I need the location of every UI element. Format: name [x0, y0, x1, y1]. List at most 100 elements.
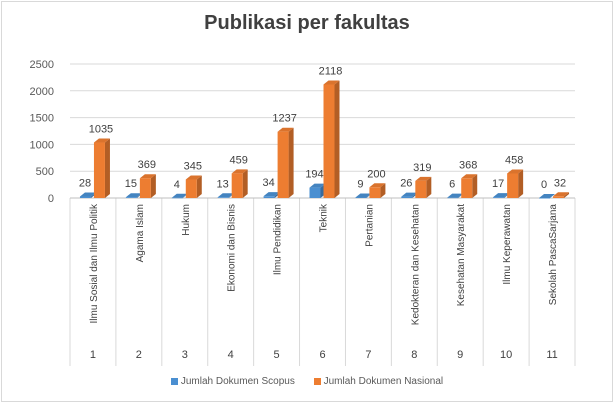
data-label-scopus-6: 194 — [305, 169, 323, 181]
bar-scopus-11 — [539, 198, 551, 199]
data-label-scopus-5: 34 — [262, 177, 274, 189]
bar-scopus-8 — [401, 196, 413, 198]
bar-top-nasional-2 — [139, 174, 156, 179]
bar-side-nasional-5 — [288, 127, 294, 198]
bar-top-nasional-6 — [323, 80, 340, 85]
data-label-scopus-4: 13 — [217, 178, 229, 190]
bar-nasional-3 — [185, 179, 197, 198]
bar-side-nasional-7 — [380, 183, 386, 198]
y-tick-label-1000: 1000 — [30, 139, 54, 151]
bar-top-scopus-5 — [263, 192, 280, 197]
bar-top-nasional-3 — [185, 175, 202, 180]
bar-side-nasional-2 — [150, 174, 156, 198]
legend-label-scopus: Jumlah Dokumen Scopus — [180, 376, 295, 387]
bar-side-nasional-1 — [104, 138, 110, 198]
y-tick-label-2500: 2500 — [30, 59, 54, 71]
bar-scopus-7 — [355, 197, 367, 199]
bar-top-scopus-4 — [217, 193, 234, 198]
legend-item-scopus: Jumlah Dokumen Scopus — [170, 376, 295, 387]
data-label-scopus-9: 6 — [449, 179, 455, 191]
data-label-scopus-11: 0 — [541, 179, 547, 191]
bar-nasional-11 — [553, 196, 565, 198]
bar-side-nasional-9 — [472, 174, 478, 198]
bar-side-nasional-6 — [334, 80, 340, 198]
bar-scopus-10 — [493, 197, 505, 198]
data-label-nasional-5: 1237 — [272, 113, 296, 125]
data-label-nasional-9: 368 — [459, 159, 477, 171]
bar-nasional-5 — [277, 131, 289, 198]
category-number-1: 1 — [90, 349, 96, 361]
category-label-6: Teknik — [319, 203, 330, 232]
legend-swatch-nasional — [313, 377, 321, 385]
y-tick-label-500: 500 — [36, 166, 54, 178]
bar-top-nasional-5 — [277, 127, 294, 132]
data-label-nasional-4: 459 — [230, 154, 248, 166]
bar-scopus-6 — [309, 187, 321, 198]
y-tick-label-0: 0 — [48, 193, 54, 205]
category-label-8: Kedokteran dan Kesehatan — [410, 204, 421, 325]
data-label-nasional-2: 369 — [138, 159, 156, 171]
category-label-11: Sekolah PascaSarjana — [548, 204, 559, 306]
bar-top-scopus-7 — [355, 193, 372, 198]
bar-scopus-1 — [79, 196, 91, 198]
bar-top-scopus-9 — [447, 193, 464, 198]
category-number-5: 5 — [274, 349, 280, 361]
category-number-3: 3 — [182, 349, 188, 361]
category-number-6: 6 — [319, 349, 325, 361]
data-label-nasional-10: 458 — [505, 154, 523, 166]
bar-nasional-8 — [415, 180, 427, 198]
data-label-nasional-8: 319 — [413, 162, 431, 174]
category-label-2: Agama Islam — [135, 204, 146, 262]
bar-top-scopus-3 — [171, 193, 188, 198]
bar-scopus-5 — [263, 196, 275, 198]
data-label-nasional-7: 200 — [367, 168, 385, 180]
data-label-scopus-10: 17 — [492, 178, 504, 190]
y-tick-label-2000: 2000 — [30, 86, 54, 98]
category-label-7: Pertanian — [364, 204, 375, 247]
category-number-7: 7 — [365, 349, 371, 361]
bar-nasional-10 — [507, 173, 519, 198]
bar-scopus-4 — [217, 197, 229, 198]
category-number-2: 2 — [136, 349, 142, 361]
data-label-nasional-11: 32 — [554, 177, 566, 189]
bar-nasional-6 — [323, 84, 335, 198]
data-label-scopus-8: 26 — [400, 178, 412, 190]
data-label-scopus-1: 28 — [79, 177, 91, 189]
bar-top-nasional-10 — [507, 169, 524, 174]
bar-top-scopus-1 — [79, 192, 96, 197]
bar-scopus-3 — [171, 197, 183, 199]
legend-label-nasional: Jumlah Dokumen Nasional — [323, 376, 444, 387]
category-number-4: 4 — [228, 349, 234, 361]
bar-top-scopus-6 — [309, 183, 326, 188]
bar-side-nasional-3 — [196, 175, 202, 198]
bar-top-nasional-8 — [415, 176, 432, 181]
bar-nasional-4 — [231, 173, 243, 198]
bar-side-nasional-4 — [242, 169, 248, 198]
bar-top-nasional-11 — [553, 192, 570, 197]
data-label-nasional-6: 2118 — [319, 65, 343, 77]
chart-title: Publikasi per fakultas — [204, 12, 410, 34]
bar-side-nasional-8 — [426, 176, 432, 198]
bar-top-nasional-4 — [231, 169, 248, 174]
category-number-9: 9 — [457, 349, 463, 361]
data-label-nasional-1: 1035 — [89, 124, 113, 136]
data-label-scopus-3: 4 — [174, 179, 180, 191]
bar-nasional-1 — [93, 142, 105, 198]
data-label-nasional-3: 345 — [184, 161, 202, 173]
bar-scopus-9 — [447, 197, 459, 199]
bar-top-nasional-1 — [93, 138, 110, 143]
bar-top-scopus-11 — [539, 194, 556, 198]
chart-legend: Jumlah Dokumen Scopus Jumlah Dokumen Nas… — [0, 376, 614, 387]
category-number-8: 8 — [411, 349, 417, 361]
bar-side-nasional-11 — [564, 192, 570, 198]
category-label-5: Ilmu Pendidikan — [273, 204, 284, 275]
bar-top-nasional-9 — [461, 174, 478, 179]
category-number-10: 10 — [500, 349, 512, 361]
bar-top-scopus-2 — [125, 193, 142, 198]
bar-nasional-9 — [461, 178, 473, 198]
legend-swatch-scopus — [170, 377, 178, 385]
category-label-1: Ilmu Sosial dan Ilmu Politik — [89, 203, 100, 323]
bar-side-nasional-10 — [518, 169, 524, 198]
